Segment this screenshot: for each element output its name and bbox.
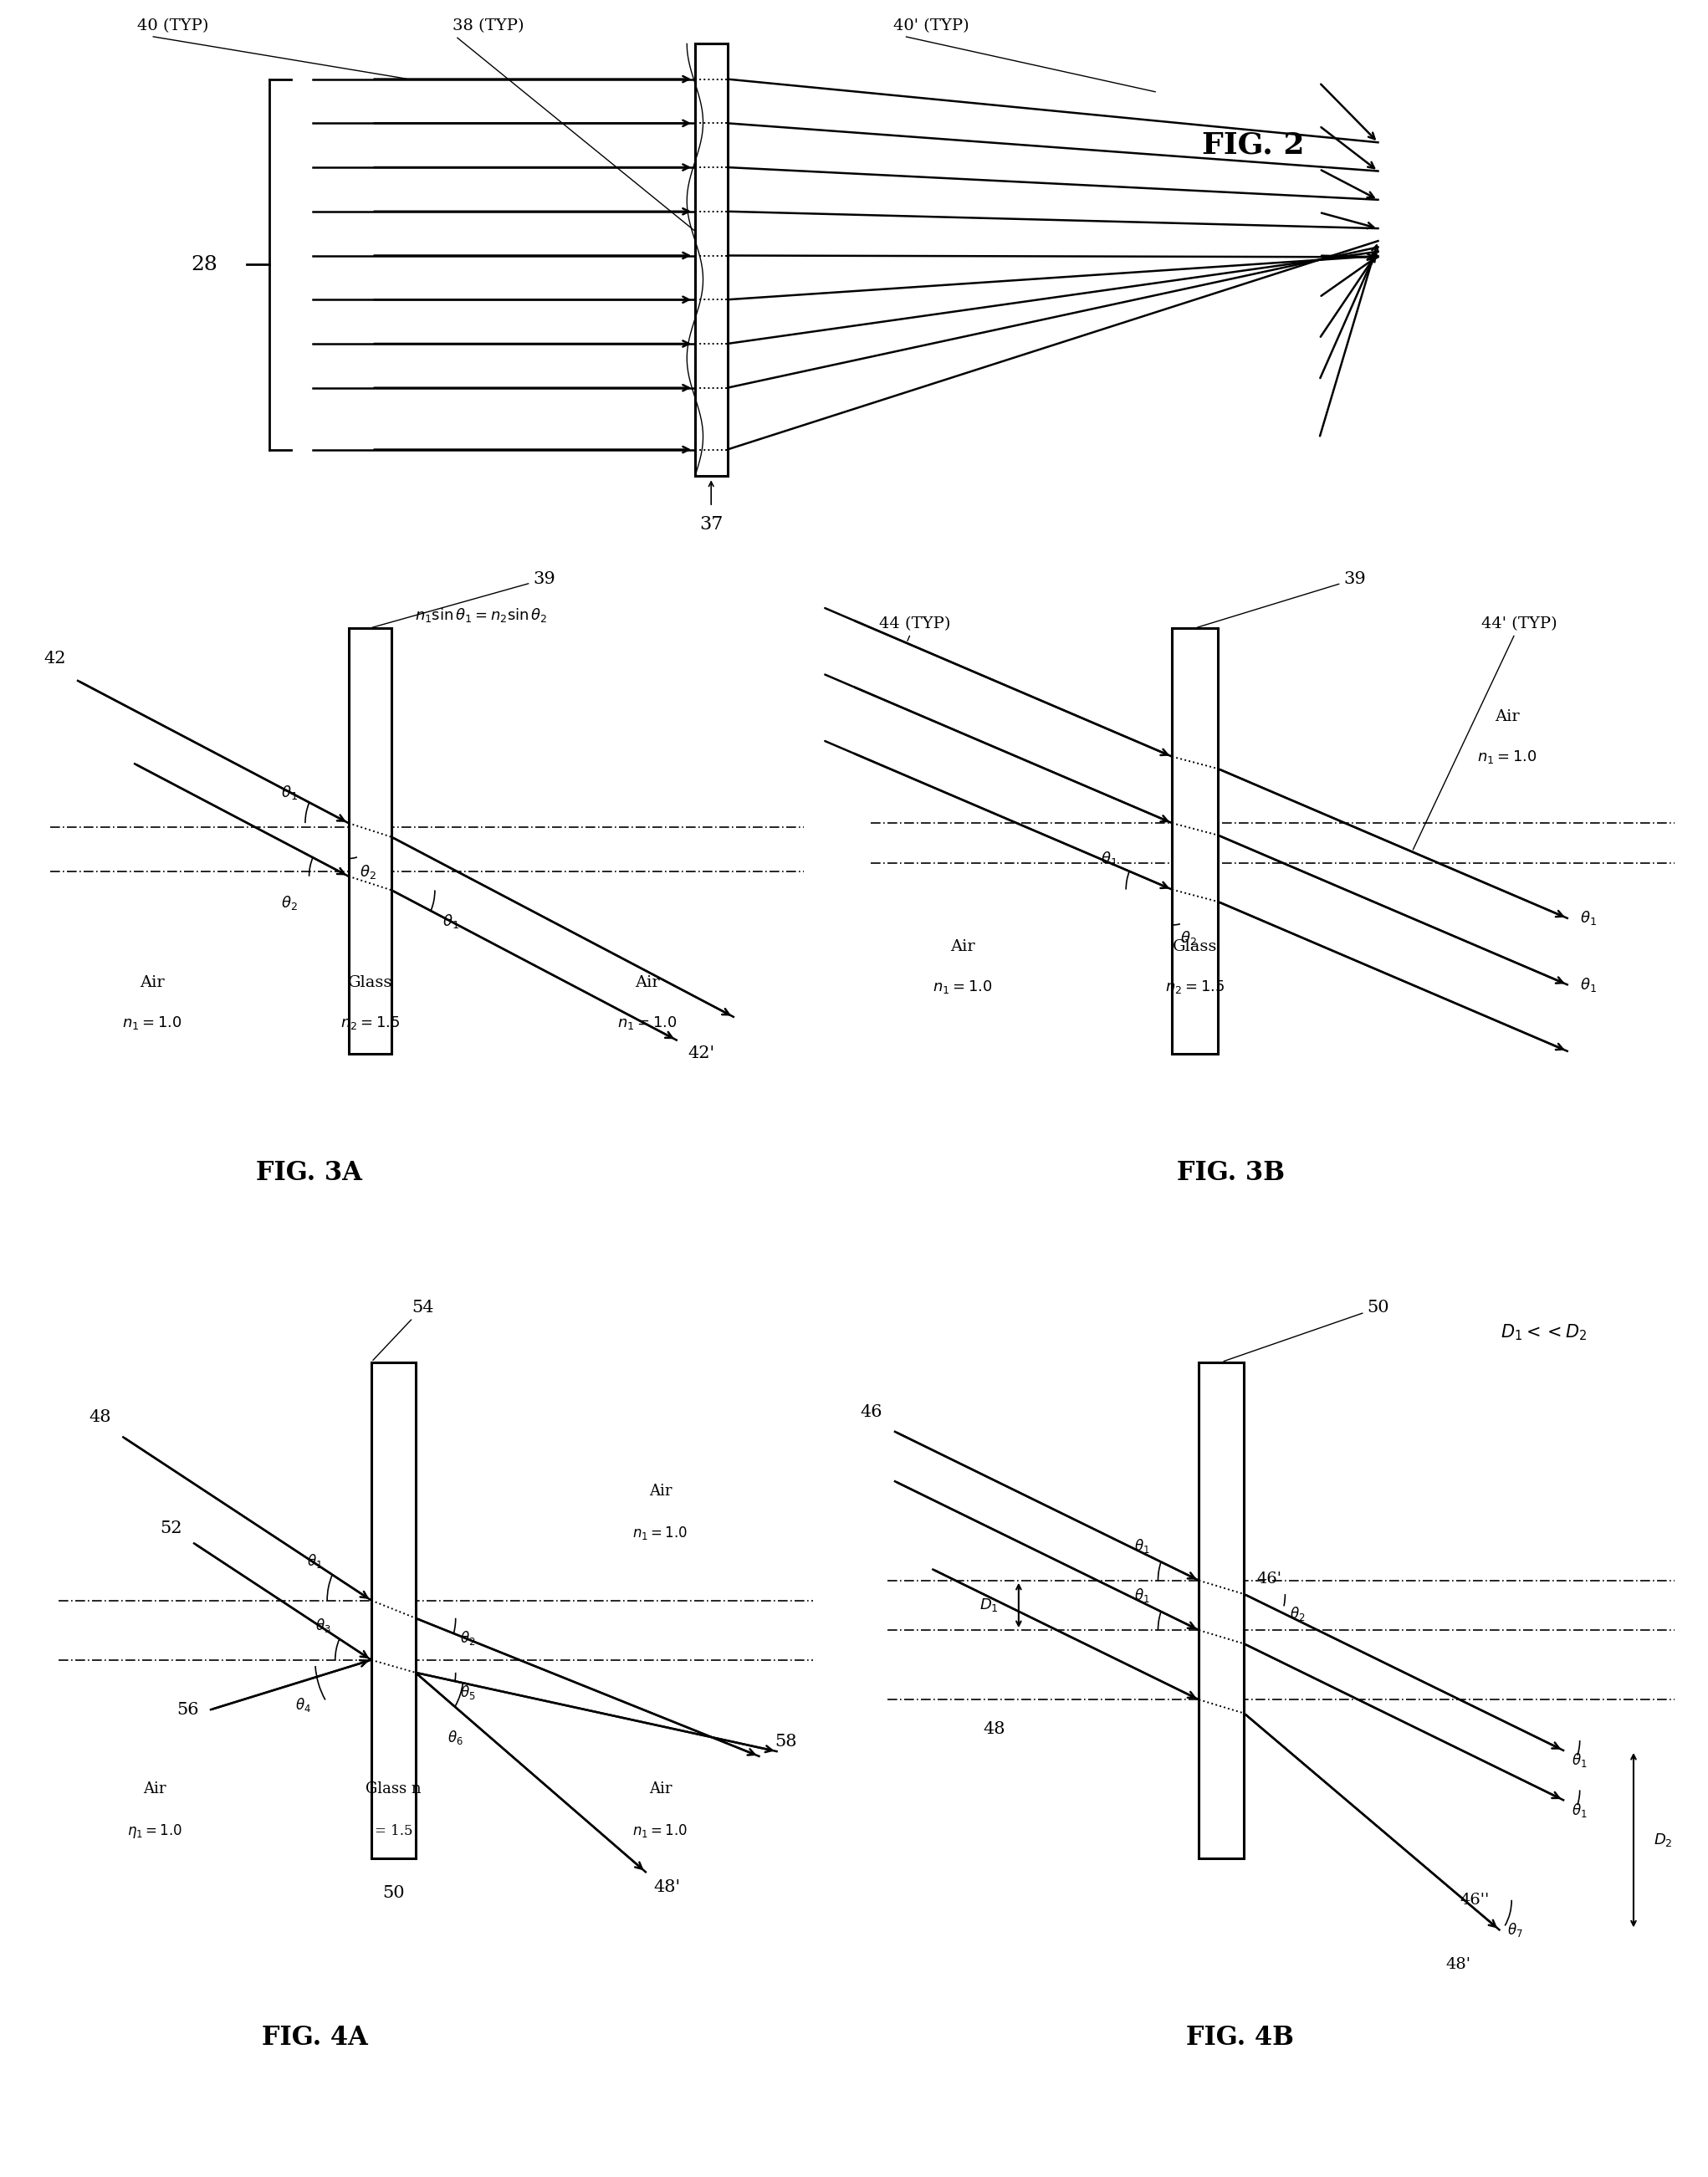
Text: $\theta_1$: $\theta_1$ (1102, 849, 1117, 866)
Text: $\theta_4$: $\theta_4$ (295, 1696, 311, 1713)
Text: Air: Air (950, 940, 975, 956)
Text: 56: 56 (176, 1702, 198, 1718)
Text: 50: 50 (1223, 1300, 1389, 1361)
Text: = 1.5: = 1.5 (374, 1824, 412, 1837)
Text: Air: Air (649, 1483, 671, 1498)
Text: 44 (TYP): 44 (TYP) (880, 616, 951, 640)
Text: $n_1 = 1.0$: $n_1 = 1.0$ (123, 1014, 181, 1032)
Text: 37: 37 (699, 516, 722, 533)
Bar (1172, 629, 1218, 1054)
Bar (371, 1363, 415, 1859)
Text: Glass n: Glass n (366, 1781, 422, 1796)
Text: $n_1 = 1.0$: $n_1 = 1.0$ (632, 1822, 688, 1840)
Text: 40' (TYP): 40' (TYP) (893, 20, 1155, 91)
Text: FIG. 4A: FIG. 4A (261, 2025, 369, 2051)
Text: Air: Air (143, 1781, 166, 1796)
Text: $\theta_1$: $\theta_1$ (307, 1552, 323, 1570)
Text: 46'': 46'' (1460, 1892, 1489, 1907)
Text: $\theta_1$: $\theta_1$ (1571, 1800, 1587, 1818)
Text: 48: 48 (984, 1722, 1004, 1737)
Text: FIG. 3B: FIG. 3B (1177, 1160, 1284, 1186)
Text: FIG. 2: FIG. 2 (1202, 131, 1305, 159)
Text: 39: 39 (1197, 570, 1366, 627)
Text: 46': 46' (1257, 1572, 1281, 1587)
Text: 40 (TYP): 40 (TYP) (137, 20, 407, 78)
Text: $\theta_1$: $\theta_1$ (442, 912, 459, 930)
Text: $D_2$: $D_2$ (1653, 1831, 1672, 1848)
Text: $\eta_1 = 1.0$: $\eta_1 = 1.0$ (126, 1822, 183, 1840)
Text: $\theta_1$: $\theta_1$ (1580, 910, 1597, 927)
Text: $\theta_2$: $\theta_2$ (1180, 930, 1197, 947)
Text: $\theta_1$: $\theta_1$ (1134, 1537, 1149, 1554)
Text: 42: 42 (44, 651, 67, 666)
Text: $n_2 = 1.5$: $n_2 = 1.5$ (340, 1014, 400, 1032)
Text: $n_1 = 1.0$: $n_1 = 1.0$ (632, 1524, 688, 1541)
Text: Glass: Glass (1173, 940, 1218, 956)
Text: 58: 58 (775, 1733, 798, 1750)
Bar (348, 629, 391, 1054)
Text: $n_1 = 1.0$: $n_1 = 1.0$ (1477, 749, 1537, 764)
Text: 44' (TYP): 44' (TYP) (1413, 616, 1558, 849)
Text: 48': 48' (654, 1879, 680, 1894)
Text: $\theta_2$: $\theta_2$ (459, 1628, 475, 1646)
Text: FIG. 4B: FIG. 4B (1185, 2025, 1295, 2051)
Text: 46: 46 (861, 1404, 883, 1419)
Text: 42': 42' (688, 1045, 716, 1062)
Text: $n_1 = 1.0$: $n_1 = 1.0$ (617, 1014, 676, 1032)
Text: Air: Air (140, 975, 164, 991)
Text: $\theta_1$: $\theta_1$ (1571, 1752, 1587, 1770)
Text: Air: Air (635, 975, 659, 991)
Text: $D_1$: $D_1$ (979, 1598, 997, 1613)
Text: Air: Air (1494, 710, 1518, 725)
Text: $n_2 = 1.5$: $n_2 = 1.5$ (1165, 980, 1225, 995)
Text: $\theta_5$: $\theta_5$ (459, 1683, 475, 1700)
Text: $n_1 = 1.0$: $n_1 = 1.0$ (933, 980, 992, 995)
Text: $\theta_2$: $\theta_2$ (282, 895, 297, 912)
Text: 38 (TYP): 38 (TYP) (453, 20, 697, 233)
Bar (1199, 1363, 1243, 1859)
Text: $\theta_1$: $\theta_1$ (1580, 975, 1597, 993)
Text: 39: 39 (372, 570, 555, 627)
Text: FIG. 3A: FIG. 3A (256, 1160, 362, 1186)
Text: $\theta_1$: $\theta_1$ (1134, 1587, 1149, 1604)
Text: $D_1 << D_2$: $D_1 << D_2$ (1500, 1321, 1587, 1341)
Text: $\theta_3$: $\theta_3$ (316, 1615, 331, 1635)
Text: 50: 50 (383, 1885, 405, 1901)
Text: Air: Air (649, 1781, 671, 1796)
Text: 48: 48 (89, 1409, 111, 1426)
Bar (695, 44, 728, 477)
Text: 48': 48' (1445, 1957, 1471, 1972)
Text: $n_1\sin\theta_1 = n_2\sin\theta_2$: $n_1\sin\theta_1 = n_2\sin\theta_2$ (415, 605, 548, 623)
Text: Glass: Glass (348, 975, 393, 991)
Text: 52: 52 (161, 1520, 183, 1537)
Text: $\theta_7$: $\theta_7$ (1508, 1920, 1524, 1938)
Text: $\theta_2$: $\theta_2$ (1290, 1604, 1305, 1622)
Text: $\theta_6$: $\theta_6$ (447, 1729, 463, 1746)
Text: 28: 28 (191, 255, 217, 274)
Text: $\theta_1$: $\theta_1$ (282, 784, 297, 801)
Text: 54: 54 (372, 1300, 434, 1361)
Text: $\theta_2$: $\theta_2$ (360, 862, 376, 880)
